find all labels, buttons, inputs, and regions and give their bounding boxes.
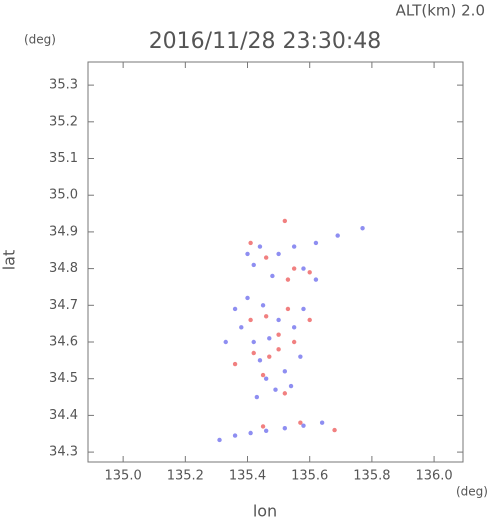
point	[291, 244, 297, 249]
x-unit: (deg)	[456, 485, 488, 499]
point	[301, 423, 306, 428]
point	[313, 277, 319, 282]
y-tick-label: 34.7	[49, 298, 78, 313]
y-tick-label: 35.0	[49, 188, 78, 203]
point	[301, 266, 306, 271]
point	[276, 317, 281, 323]
point	[335, 233, 340, 238]
point	[239, 325, 244, 330]
point	[273, 387, 278, 392]
point	[298, 354, 303, 359]
point	[276, 251, 281, 257]
point	[298, 420, 303, 425]
y-tick-label: 34.6	[49, 335, 78, 350]
x-tick-label: 135.0	[105, 469, 142, 484]
point	[263, 428, 269, 434]
point	[282, 369, 288, 374]
point	[282, 218, 288, 224]
y-tick-label: 34.8	[49, 261, 78, 276]
point	[319, 420, 325, 425]
x-tick-label: 135.8	[353, 469, 390, 484]
point	[285, 277, 291, 282]
point	[282, 391, 288, 396]
point	[260, 372, 266, 378]
point	[248, 240, 253, 246]
point	[307, 317, 312, 323]
y-tick-label: 35.2	[49, 114, 78, 129]
point	[301, 306, 306, 312]
point	[267, 336, 272, 341]
point	[248, 430, 253, 436]
point	[291, 325, 297, 330]
point	[263, 255, 269, 260]
point	[291, 266, 297, 271]
point	[332, 427, 337, 433]
point	[223, 339, 228, 345]
y-tick-label: 35.3	[49, 78, 78, 93]
point	[313, 240, 319, 246]
point	[276, 347, 281, 352]
point	[267, 354, 272, 359]
point	[291, 339, 297, 345]
point	[263, 314, 269, 319]
point	[232, 361, 238, 367]
point	[288, 383, 294, 389]
point	[251, 350, 256, 356]
y-unit: (deg)	[24, 33, 56, 47]
x-tick-label: 135.6	[291, 469, 328, 484]
point	[254, 394, 260, 400]
point	[282, 426, 288, 431]
point	[263, 376, 269, 381]
point	[257, 358, 263, 363]
y-tick-label: 34.4	[49, 408, 78, 423]
altitude-label: ALT(km) 2.0	[396, 2, 485, 20]
point	[245, 251, 250, 257]
point	[245, 295, 250, 301]
point	[285, 306, 291, 312]
point	[307, 270, 312, 275]
x-axis-label: lon	[253, 502, 277, 521]
point	[248, 317, 253, 323]
y-tick-label: 35.1	[49, 151, 78, 166]
point	[251, 262, 256, 268]
chart-title: 2016/11/28 23:30:48	[149, 29, 382, 54]
x-tick-label: 135.2	[167, 469, 204, 484]
point	[360, 226, 365, 231]
point	[276, 332, 281, 337]
y-tick-label: 34.5	[49, 371, 78, 386]
point	[257, 244, 263, 249]
plot-frame	[87, 61, 464, 463]
point	[232, 433, 238, 438]
x-tick-label: 135.4	[229, 469, 266, 484]
point	[217, 437, 222, 443]
y-tick-label: 34.9	[49, 224, 78, 239]
point	[260, 424, 266, 429]
point	[270, 273, 275, 279]
x-tick-label: 136.0	[415, 469, 452, 484]
y-tick-label: 34.3	[49, 445, 78, 460]
point	[251, 339, 256, 345]
point	[232, 306, 238, 312]
y-axis-label: lat	[0, 250, 19, 271]
point	[260, 303, 266, 308]
